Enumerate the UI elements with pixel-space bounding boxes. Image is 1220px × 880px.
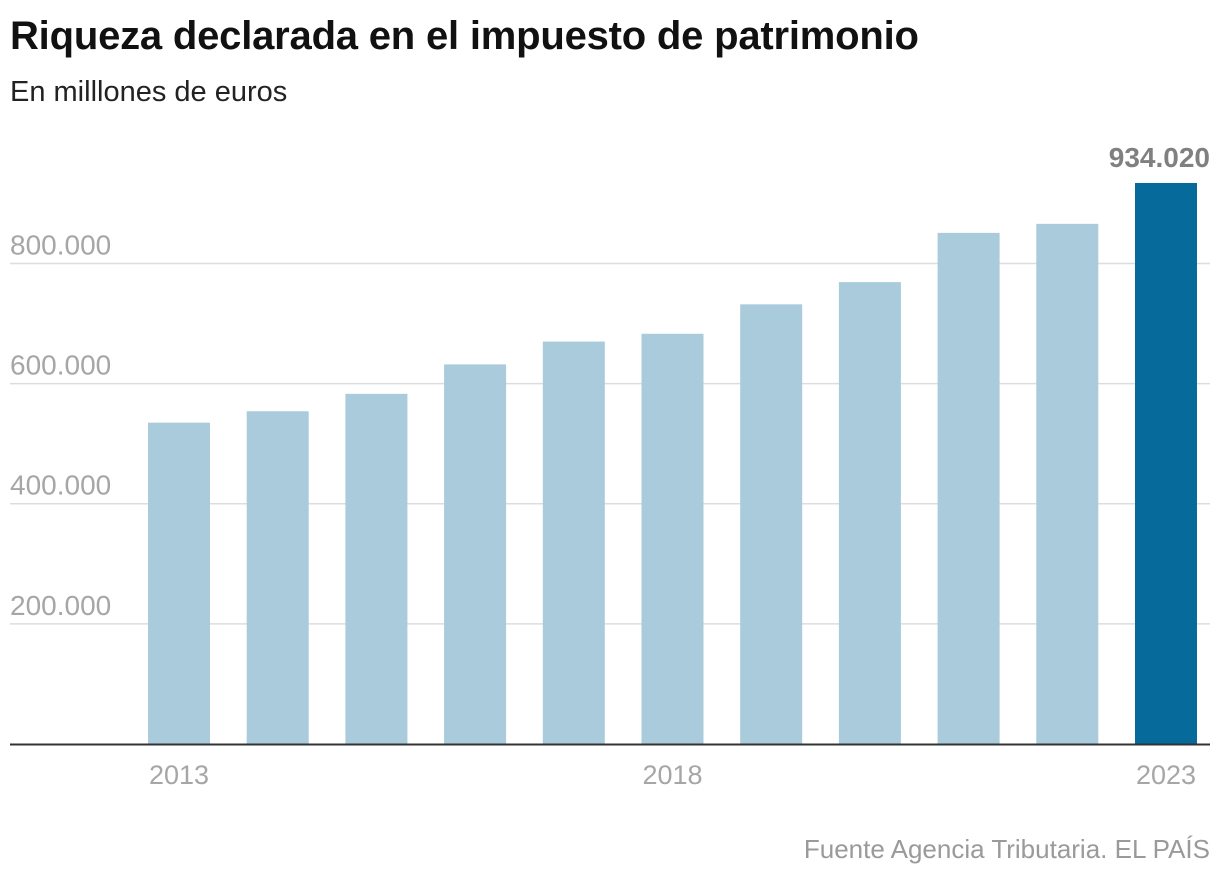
bar-2019 [740,304,803,744]
bar-2018 [641,333,704,744]
bar-2020 [838,282,901,744]
value-label: 934.020 [1109,142,1210,173]
bar-2021 [937,232,1000,744]
bars [148,183,1197,744]
chart-title: Riqueza declarada en el impuesto de patr… [10,14,919,58]
y-tick-label: 200.000 [10,590,111,621]
y-axis-ticks: 200.000 400.000 600.000 800.000 [10,229,111,620]
y-tick-label: 800.000 [10,229,111,260]
bar-2023 [1135,183,1197,744]
y-tick-label: 600.000 [10,350,111,381]
chart-subtitle: En milllones de euros [10,76,288,108]
bar-2017 [542,341,605,744]
bar-2015 [345,393,408,744]
y-tick-label: 400.000 [10,470,111,501]
bar-2014 [246,411,309,744]
bar-2013 [148,422,210,744]
source-credit: Fuente Agencia Tributaria. EL PAÍS [803,834,1210,864]
x-axis-ticks: 2013 2018 2023 [149,760,1196,790]
bar-2022 [1036,223,1099,744]
bar-2016 [444,364,507,744]
x-tick-label: 2018 [642,760,702,790]
value-labels: 934.020 [1109,142,1210,173]
x-tick-label: 2023 [1136,760,1196,790]
x-tick-label: 2013 [149,760,209,790]
